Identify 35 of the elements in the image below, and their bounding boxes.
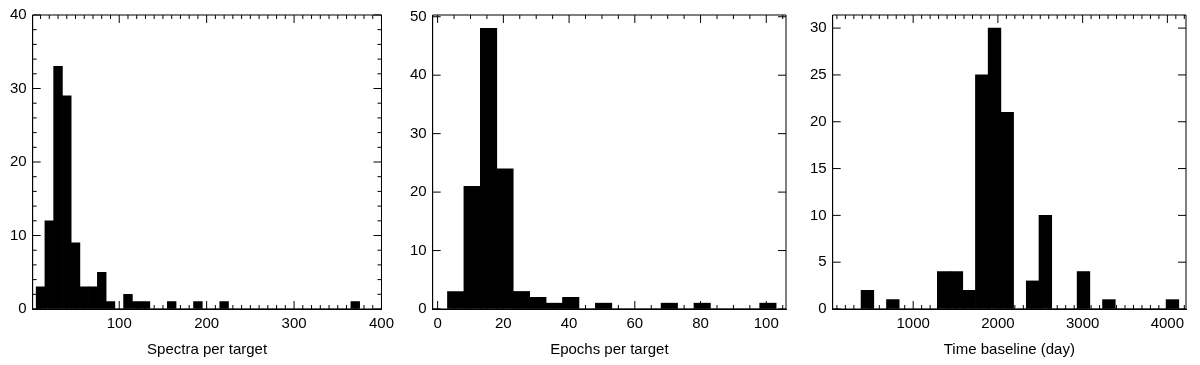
y-tick-label: 30 [810, 18, 827, 36]
x-tick-label: 0 [433, 314, 442, 332]
y-tick-label: 25 [810, 65, 827, 83]
y-tick-label: 10 [810, 205, 827, 223]
x-tick-label: 1000 [896, 314, 930, 332]
x-tick-label: 100 [106, 314, 132, 332]
y-tick-label: 40 [10, 5, 27, 23]
y-tick-label: 0 [18, 299, 27, 317]
y-tick-label: 10 [10, 225, 27, 243]
y-tick-label: 30 [410, 123, 427, 141]
x-axis-title: Spectra per target [147, 340, 268, 358]
y-tick-label: 20 [410, 182, 427, 200]
x-axis-title: Epochs per target [550, 340, 670, 358]
y-tick-label: 50 [410, 6, 427, 24]
x-tick-label: 80 [692, 314, 709, 332]
x-tick-label: 400 [368, 314, 394, 332]
y-tick-label: 0 [418, 299, 427, 317]
x-tick-label: 4000 [1150, 314, 1185, 332]
x-tick-label: 40 [560, 314, 578, 332]
x-tick-label: 2000 [981, 314, 1015, 332]
x-tick-label: 200 [194, 314, 220, 332]
x-tick-label: 20 [495, 314, 512, 332]
x-axis-title: Time baseline (day) [943, 340, 1075, 358]
x-tick-label: 3000 [1065, 314, 1100, 332]
y-tick-label: 5 [818, 252, 827, 270]
y-tick-label: 0 [818, 299, 827, 317]
y-tick-label: 20 [10, 152, 27, 170]
y-tick-label: 40 [410, 65, 427, 83]
y-tick-label: 20 [810, 111, 827, 129]
y-tick-label: 10 [410, 240, 427, 258]
x-tick-label: 100 [753, 314, 779, 332]
x-tick-label: 300 [281, 314, 307, 332]
x-tick-label: 60 [626, 314, 644, 332]
y-tick-label: 30 [10, 78, 27, 96]
y-tick-label: 15 [810, 158, 827, 176]
